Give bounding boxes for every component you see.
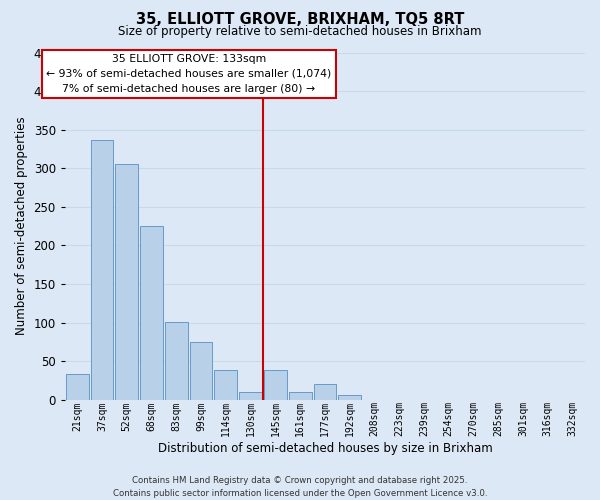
Y-axis label: Number of semi-detached properties: Number of semi-detached properties bbox=[15, 117, 28, 336]
Bar bbox=[214, 370, 237, 400]
Bar bbox=[66, 374, 89, 400]
Bar bbox=[115, 164, 138, 400]
Bar bbox=[338, 395, 361, 400]
Bar bbox=[314, 384, 337, 400]
Bar bbox=[264, 370, 287, 400]
Text: Size of property relative to semi-detached houses in Brixham: Size of property relative to semi-detach… bbox=[118, 25, 482, 38]
Text: 35 ELLIOTT GROVE: 133sqm
← 93% of semi-detached houses are smaller (1,074)
7% of: 35 ELLIOTT GROVE: 133sqm ← 93% of semi-d… bbox=[46, 54, 331, 94]
Bar bbox=[91, 140, 113, 400]
Bar bbox=[239, 392, 262, 400]
Bar bbox=[289, 392, 311, 400]
Text: 35, ELLIOTT GROVE, BRIXHAM, TQ5 8RT: 35, ELLIOTT GROVE, BRIXHAM, TQ5 8RT bbox=[136, 12, 464, 28]
Bar bbox=[140, 226, 163, 400]
Text: Contains HM Land Registry data © Crown copyright and database right 2025.
Contai: Contains HM Land Registry data © Crown c… bbox=[113, 476, 487, 498]
Bar bbox=[165, 322, 188, 400]
X-axis label: Distribution of semi-detached houses by size in Brixham: Distribution of semi-detached houses by … bbox=[158, 442, 492, 455]
Bar bbox=[190, 342, 212, 400]
